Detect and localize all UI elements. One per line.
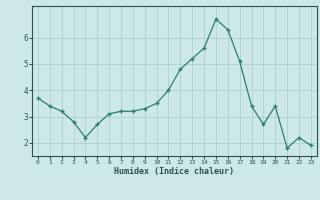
X-axis label: Humidex (Indice chaleur): Humidex (Indice chaleur): [115, 167, 234, 176]
